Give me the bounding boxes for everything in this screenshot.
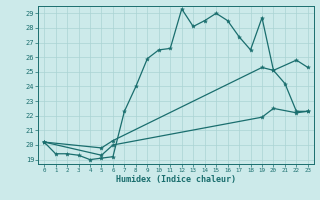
X-axis label: Humidex (Indice chaleur): Humidex (Indice chaleur): [116, 175, 236, 184]
